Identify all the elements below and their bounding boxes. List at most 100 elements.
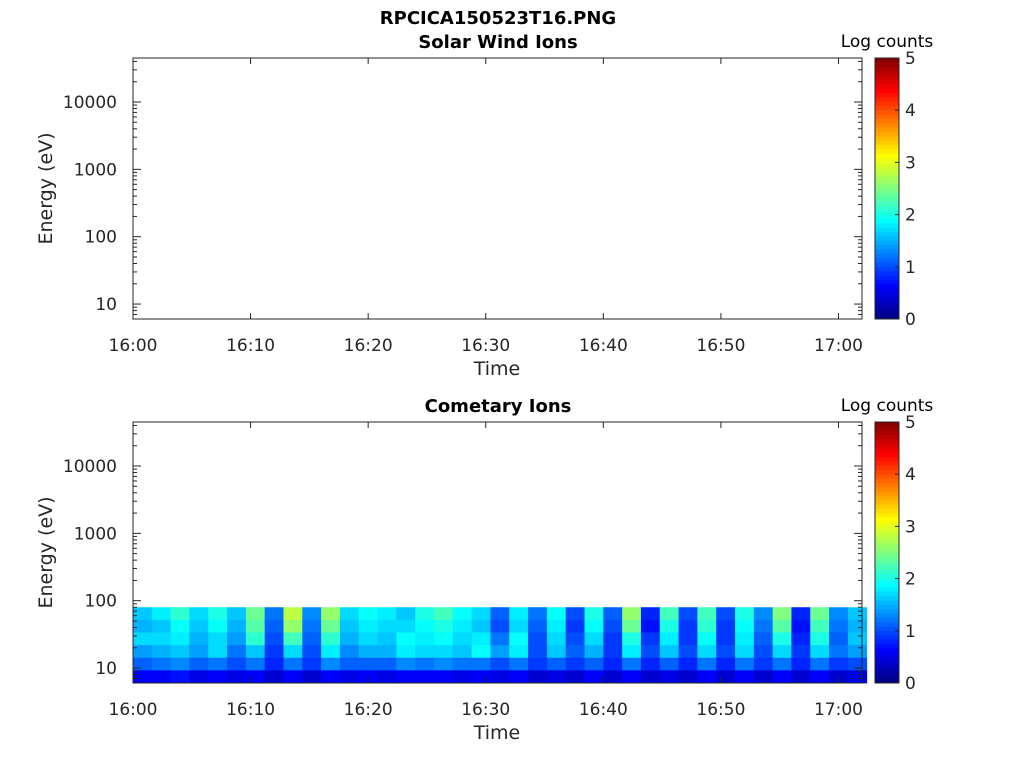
y-tick-label: 1000 — [74, 160, 117, 180]
colorbar-segment — [875, 478, 899, 484]
heatmap-cell — [302, 670, 322, 684]
heatmap-cell — [264, 619, 284, 633]
heatmap-cell — [396, 619, 416, 633]
heatmap-cell — [227, 657, 247, 671]
heatmap-cell — [847, 645, 868, 659]
colorbar-segment — [875, 587, 899, 593]
heatmap-cell — [622, 619, 642, 633]
heatmap-cell — [829, 619, 849, 633]
heatmap-cell — [151, 645, 172, 659]
colorbar-segment — [875, 131, 899, 137]
heatmap-cell — [791, 632, 811, 646]
x-tick-label: 16:10 — [226, 336, 275, 356]
heatmap-cell — [810, 645, 830, 659]
colorbar-segment — [875, 591, 899, 597]
colorbar-segment — [875, 62, 899, 68]
heatmap-cell — [716, 645, 736, 659]
colorbar-segment — [875, 153, 899, 159]
heatmap-cell — [245, 645, 266, 659]
heatmap-cell — [509, 645, 529, 659]
colorbar-segment — [875, 491, 899, 497]
colorbar-segment — [875, 669, 899, 675]
heatmap-cell — [829, 632, 849, 646]
colorbar-segment — [875, 448, 899, 453]
colorbar-segment — [875, 118, 899, 124]
colorbar-segment — [875, 71, 899, 76]
heatmap-cell — [452, 607, 473, 621]
heatmap-cell — [829, 607, 849, 621]
colorbar-segment — [875, 613, 899, 619]
heatmap-cell — [471, 607, 491, 621]
heatmap-cell — [622, 645, 642, 659]
heatmap-cell — [339, 657, 360, 671]
heatmap-cell — [772, 670, 792, 684]
heatmap-cell — [697, 670, 717, 684]
colorbar-segment — [875, 456, 899, 462]
heatmap-cell — [302, 619, 322, 633]
heatmap-cell — [697, 645, 717, 659]
colorbar-segment — [875, 535, 899, 540]
figure-title: RPCICA150523T16.PNG — [380, 8, 616, 29]
colorbar-segment — [875, 275, 899, 281]
colorbar-title: Log counts — [841, 396, 934, 416]
heatmap-cell — [753, 607, 774, 621]
heatmap-cell — [170, 657, 190, 671]
heatmap-cell — [546, 657, 567, 671]
x-tick-label: 17:00 — [814, 700, 863, 720]
colorbar-segment — [875, 443, 899, 449]
heatmap-cell — [302, 657, 322, 671]
colorbar-segment — [875, 271, 899, 276]
x-tick-label: 16:00 — [109, 700, 158, 720]
colorbar-segment — [875, 639, 899, 645]
heatmap-cell — [603, 607, 623, 621]
heatmap-cell — [509, 607, 529, 621]
heatmap-cell — [339, 670, 360, 684]
heatmap-cell — [396, 670, 416, 684]
heatmap-cell — [622, 632, 642, 646]
colorbar-segment — [875, 184, 899, 189]
heatmap-cell — [584, 632, 604, 646]
colorbar-segment — [875, 158, 899, 163]
heatmap-cell — [509, 619, 529, 633]
heatmap-cell — [546, 619, 567, 633]
x-tick-label: 16:30 — [461, 336, 510, 356]
x-axis-label: Time — [473, 722, 521, 744]
heatmap-cell — [810, 657, 830, 671]
heatmap-cell — [189, 607, 209, 621]
heatmap-cell — [640, 645, 661, 659]
panel-title: Cometary Ions — [425, 396, 572, 417]
colorbar-segment — [875, 435, 899, 440]
heatmap-cell — [640, 632, 661, 646]
heatmap-cell — [321, 645, 341, 659]
heatmap-cell — [847, 619, 868, 633]
heatmap-cell — [753, 632, 774, 646]
colorbar-segment — [875, 101, 899, 107]
heatmap-cell — [490, 607, 510, 621]
heatmap-cell — [415, 607, 435, 621]
heatmap-cell — [528, 632, 548, 646]
colorbar-segment — [875, 123, 899, 129]
colorbar-segment — [875, 617, 899, 623]
colorbar-segment — [875, 652, 899, 658]
heatmap-cell — [678, 657, 698, 671]
heatmap-cell — [396, 657, 416, 671]
heatmap-cell — [377, 607, 397, 621]
heatmap-cell — [603, 632, 623, 646]
colorbar-segment — [875, 288, 899, 294]
heatmap-cell — [151, 632, 172, 646]
heatmap-cell — [678, 645, 698, 659]
colorbar-segment — [875, 179, 899, 185]
colorbar-title: Log counts — [841, 32, 934, 52]
y-tick-label: 100 — [85, 228, 117, 248]
heatmap-cell — [434, 607, 454, 621]
colorbar-tick-label: 3 — [905, 517, 916, 537]
y-axis-label: Energy (eV) — [35, 132, 57, 244]
heatmap-cell — [283, 670, 303, 684]
heatmap-cell — [151, 619, 172, 633]
heatmap-cell — [283, 632, 303, 646]
heatmap-cell — [208, 657, 228, 671]
heatmap-cell — [133, 632, 153, 646]
colorbar-segment — [875, 84, 899, 89]
colorbar-segment — [875, 66, 899, 72]
